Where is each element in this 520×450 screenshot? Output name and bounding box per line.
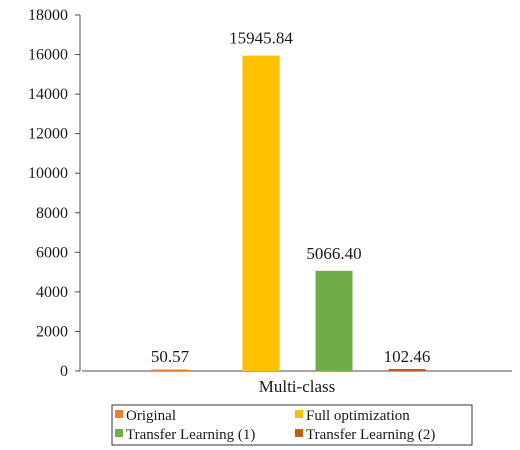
bar-original [151, 369, 189, 371]
legend-swatch [115, 429, 123, 437]
y-tick-label: 0 [60, 363, 68, 380]
y-axis-ticks: 0 2000 4000 6000 8000 10000 12000 14000 16000 180… [28, 7, 80, 380]
y-tick-label: 18000 [28, 7, 68, 24]
bar-transfer-learning-2 [388, 368, 426, 371]
data-label: 15945.84 [229, 29, 293, 48]
data-label: 50.57 [151, 347, 190, 366]
y-tick-label: 14000 [28, 86, 68, 103]
legend-entry-label: Full optimization [306, 408, 410, 424]
legend: Original Full optimization Transfer Learni… [111, 404, 473, 446]
legend-swatch [295, 429, 303, 437]
y-tick-label: 12000 [28, 126, 68, 143]
legend-entry-label: Transfer Learning (1) [126, 427, 255, 443]
data-labels-layer: 50.57 15945.84 5066.40 102.46 [151, 29, 431, 366]
data-label: 102.46 [384, 347, 431, 366]
legend-swatch [115, 410, 123, 418]
legend-box [111, 404, 473, 446]
bar-transfer-learning-1 [315, 270, 353, 371]
x-axis-categories: Multi-class [259, 377, 336, 396]
y-tick-label: 2000 [36, 323, 68, 340]
legend-entry-label: Transfer Learning (2) [306, 427, 435, 443]
data-label: 5066.40 [306, 244, 361, 263]
legend-swatch [295, 410, 303, 418]
axes-layer [79, 15, 512, 372]
y-tick-label: 4000 [36, 284, 68, 301]
bars-layer [151, 55, 426, 372]
y-tick-label: 10000 [28, 165, 68, 182]
legend-entry-label: Original [126, 408, 176, 424]
y-tick-label: 8000 [36, 205, 68, 222]
bar-full-optimization [242, 55, 280, 372]
x-category-label: Multi-class [259, 377, 336, 396]
y-tick-label: 16000 [28, 47, 68, 64]
y-tick-label: 6000 [36, 244, 68, 261]
